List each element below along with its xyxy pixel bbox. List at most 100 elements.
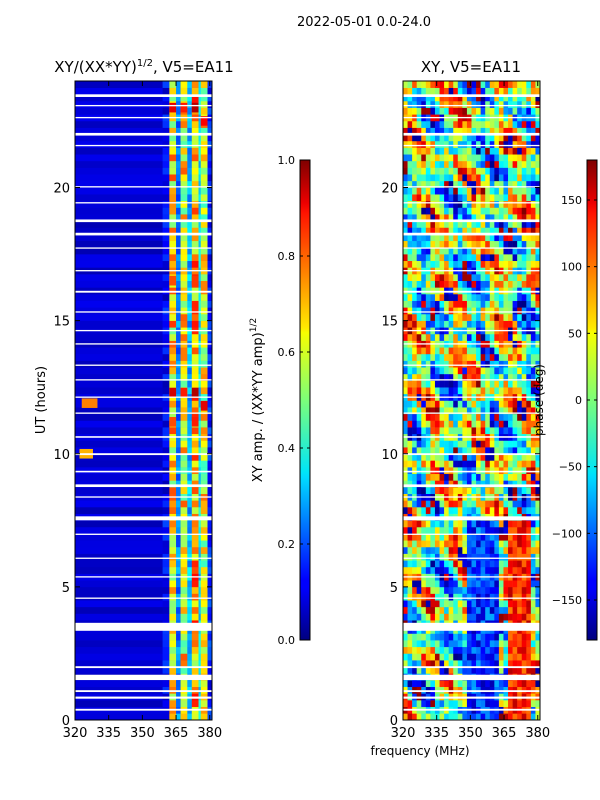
phase-cell (480, 220, 486, 228)
amp-cell (198, 174, 202, 182)
phase-cell (476, 373, 481, 381)
amp-cell (207, 174, 212, 182)
phase-cell (453, 360, 459, 368)
phase-cell (462, 214, 468, 222)
phase-cell (485, 187, 491, 195)
phase-cell (530, 300, 536, 308)
phase-cell (448, 700, 454, 707)
phase-cell (508, 194, 513, 202)
phase-cell (512, 254, 518, 262)
phase-cell (457, 586, 463, 594)
phase-cell (430, 420, 436, 428)
amp-cell (191, 646, 199, 654)
phase-cell (480, 254, 486, 262)
amp-cell (169, 140, 177, 148)
amp-cell (180, 427, 188, 435)
phase-cell (535, 207, 540, 215)
phase-cell (416, 533, 422, 541)
phase-cell (535, 680, 540, 688)
phase-cell (430, 81, 436, 88)
phase-cell (466, 473, 472, 481)
phase-cell (462, 467, 468, 475)
amp-cell (180, 207, 188, 215)
phase-cell (425, 566, 431, 574)
amp-cell (187, 180, 193, 188)
phase-cell (498, 520, 504, 528)
phase-cell (530, 507, 536, 514)
phase-cell (466, 427, 472, 435)
phase-cell (466, 240, 472, 248)
phase-cell (444, 480, 449, 488)
phase-cell (498, 540, 504, 548)
phase-cell (517, 94, 523, 102)
amp-cell (187, 227, 193, 235)
phase-cell (503, 100, 509, 108)
phase-cell (439, 600, 445, 608)
phase-cell (485, 633, 491, 641)
phase-cell (457, 420, 463, 428)
phase-cell (416, 500, 422, 508)
phase-cell (403, 400, 408, 408)
phase-cell (480, 713, 486, 720)
phase-cell (444, 606, 449, 614)
amp-cell (169, 220, 177, 228)
amp-cell (207, 180, 212, 188)
phase-cell (494, 606, 500, 614)
phase-cell (485, 280, 491, 288)
phase-cell (517, 167, 523, 175)
phase-cell (535, 546, 540, 554)
phase-cell (517, 220, 523, 228)
phase-cell (457, 593, 463, 601)
colorbar-tick-label: −150 (552, 594, 582, 607)
phase-cell (421, 100, 427, 108)
amp-cell (75, 207, 163, 215)
phase-cell (412, 367, 417, 375)
phase-cell (503, 154, 509, 162)
amp-cell (191, 234, 199, 242)
amplitude-flagged-gaps (75, 94, 212, 711)
phase-cell (494, 81, 500, 88)
phase-cell (403, 247, 408, 255)
phase-cell (476, 347, 481, 355)
amp-cell (180, 500, 188, 508)
phase-cell (453, 700, 459, 707)
amp-cell (180, 507, 188, 514)
amp-cell (75, 400, 163, 408)
phase-cell (508, 367, 513, 375)
phase-cell (485, 580, 491, 588)
phase-cell (444, 546, 449, 554)
phase-cell (530, 467, 536, 475)
phase-cell (403, 254, 408, 262)
amp-cell (198, 140, 202, 148)
amp-cell (176, 134, 181, 142)
amp-cell (75, 220, 163, 228)
phase-cell (453, 400, 459, 408)
phase-cell (489, 100, 495, 108)
phase-cell (530, 487, 536, 494)
phase-cell (425, 140, 431, 148)
phase-cell (466, 653, 472, 661)
phase-cell (453, 633, 459, 641)
amp-cell (169, 566, 177, 574)
amp-cell (176, 87, 181, 95)
x-tick-label: 350 (130, 726, 155, 741)
amp-cell (162, 653, 170, 661)
phase-cell (471, 207, 477, 215)
phase-cell (421, 420, 427, 428)
phase-cell (444, 447, 449, 455)
amp-cell (191, 214, 199, 222)
phase-cell (407, 646, 413, 654)
phase-cell (407, 427, 413, 435)
phase-cell (521, 580, 527, 588)
amp-cell (176, 700, 181, 707)
amp-cell (191, 460, 199, 468)
phase-cell (466, 107, 472, 115)
phase-cell (521, 646, 527, 654)
phase-cell (521, 487, 527, 494)
amp-cell (169, 127, 177, 135)
phase-cell (494, 214, 500, 222)
amp-cell (200, 240, 208, 248)
phase-cell (439, 187, 445, 195)
phase-cell (480, 526, 486, 534)
